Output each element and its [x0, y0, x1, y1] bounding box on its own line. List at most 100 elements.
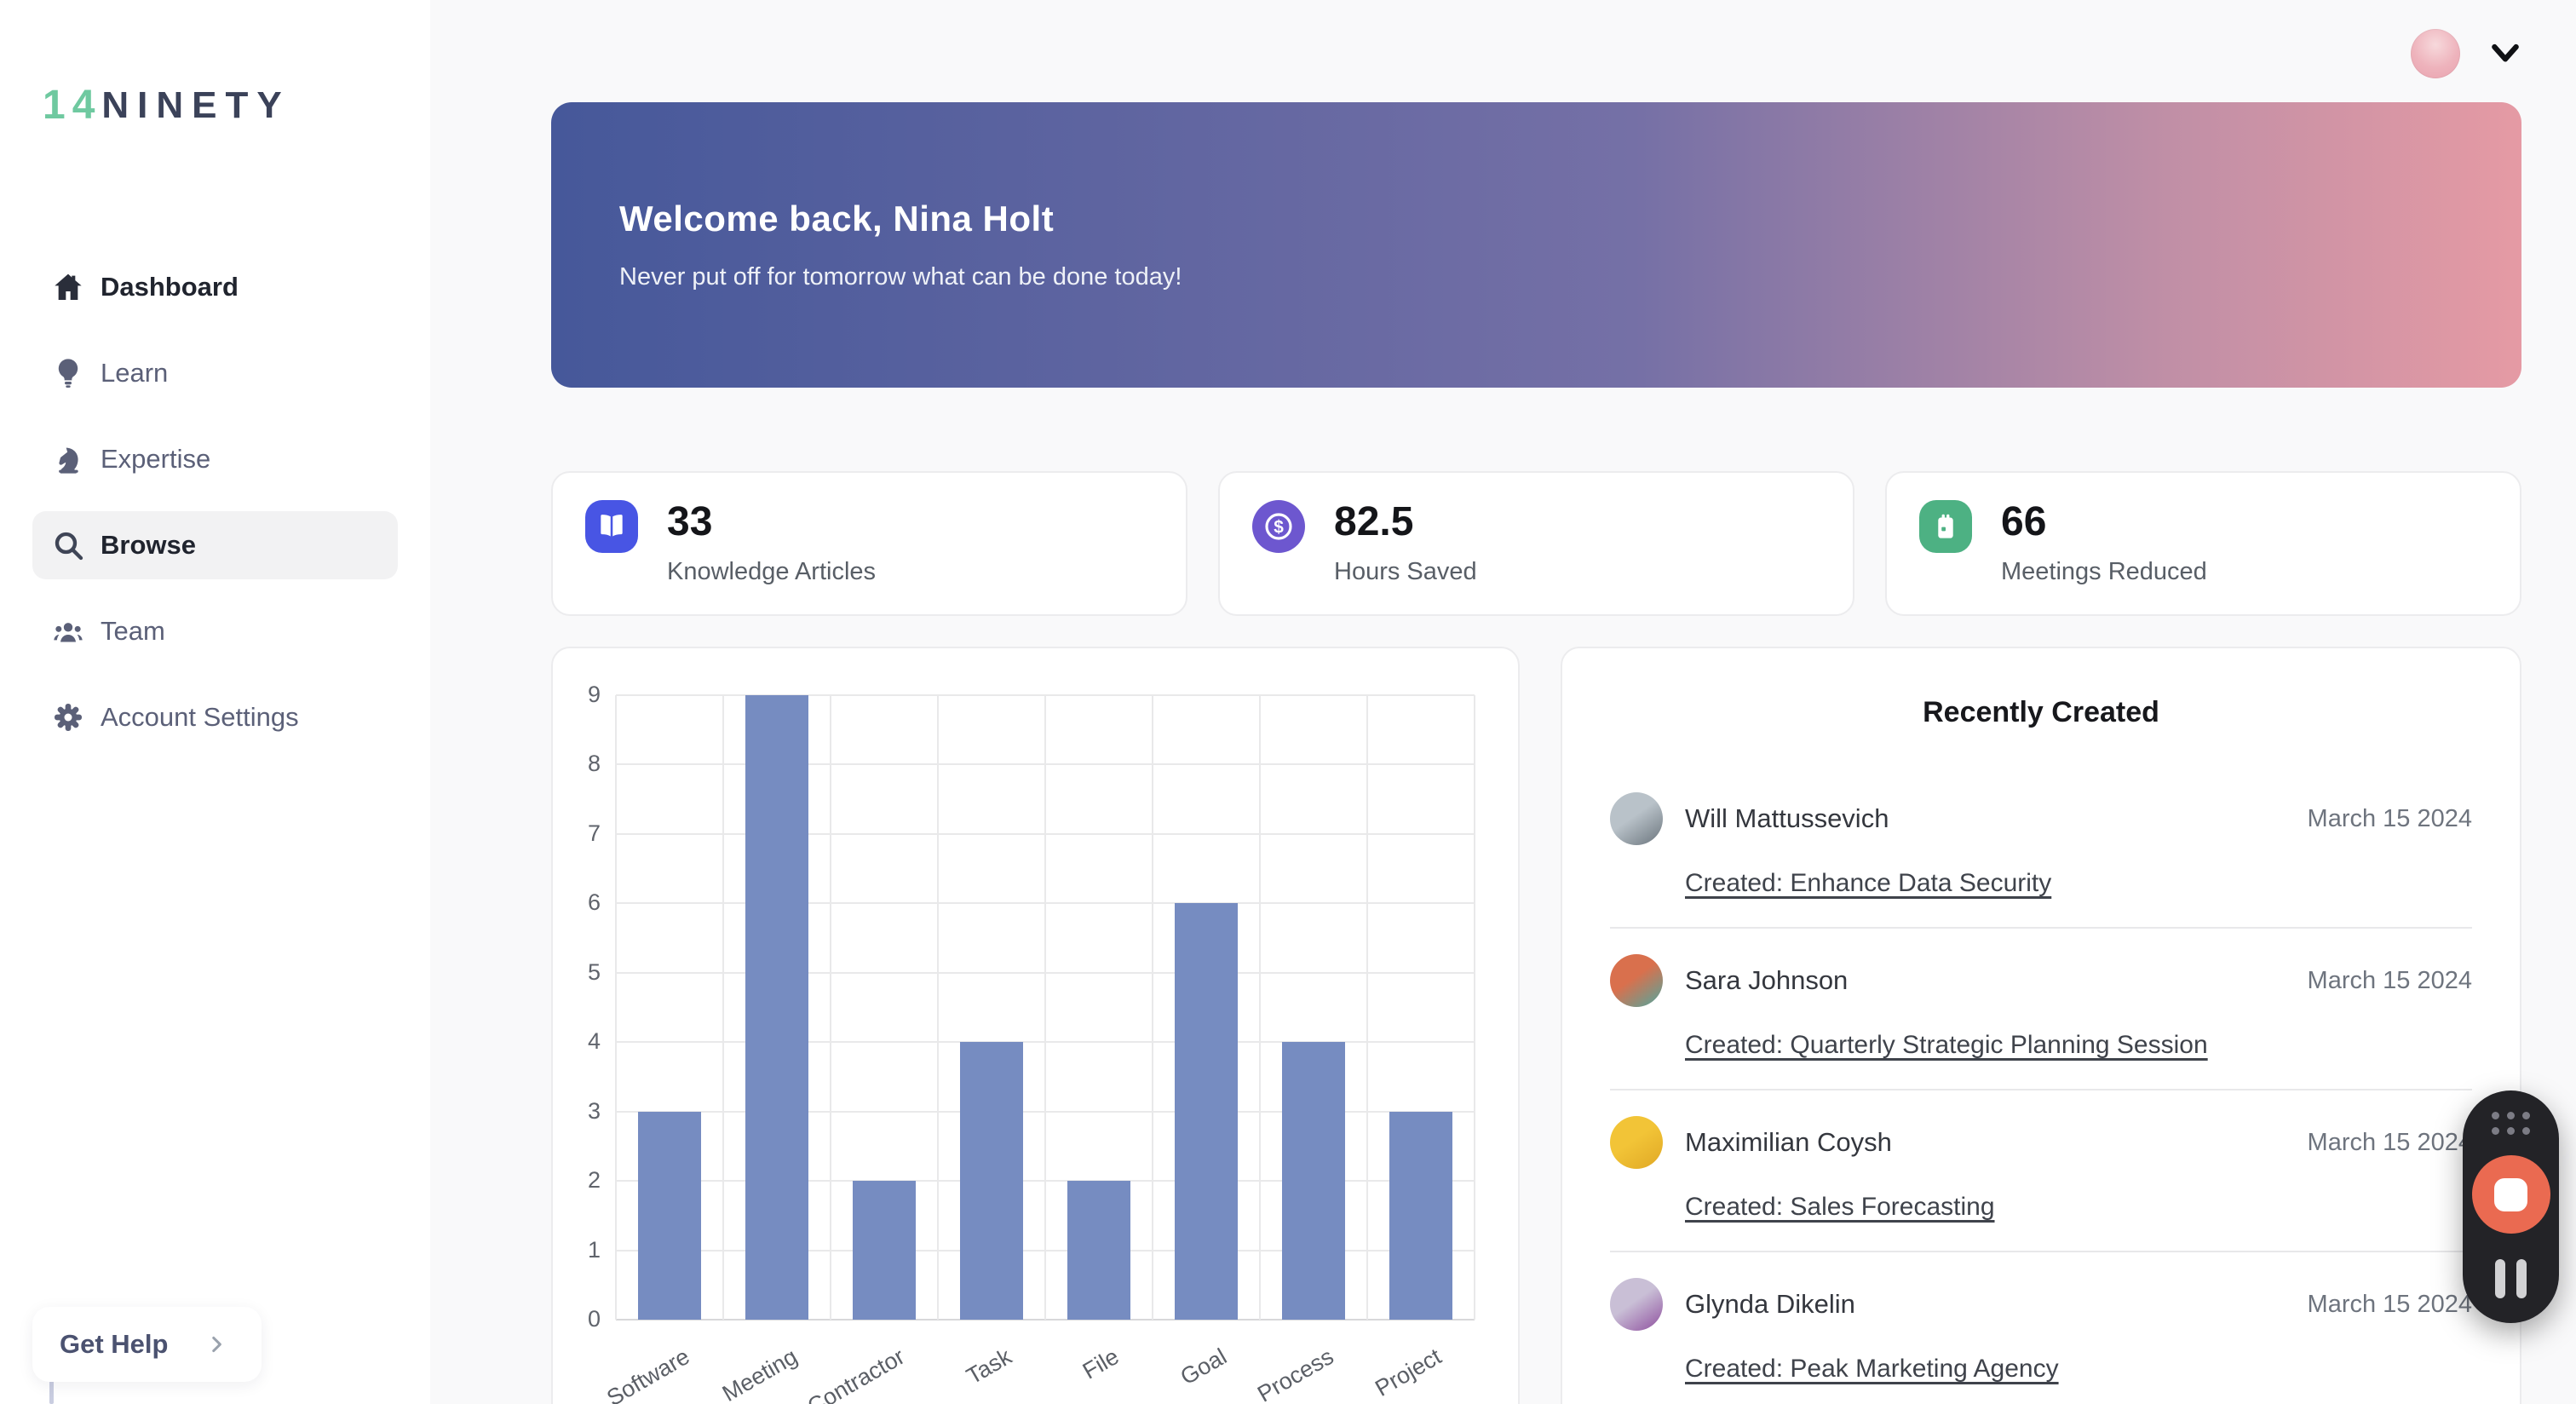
y-axis-tick-label: 3 [587, 1097, 601, 1124]
stat-label: Hours Saved [1334, 558, 1477, 585]
sidebar-item-label: Team [101, 616, 165, 646]
created-date: March 15 2024 [2307, 804, 2472, 832]
avatar [1610, 954, 1663, 1007]
sidebar: 14 NINETY Dashboard Learn Expertise [0, 0, 430, 1404]
bar-goal [1175, 903, 1238, 1320]
stat-card-knowledge-articles: 33 Knowledge Articles [551, 471, 1187, 616]
creator-name: Maximilian Coysh [1685, 1127, 1892, 1157]
sidebar-item-label: Account Settings [101, 702, 299, 732]
created-item-link[interactable]: Created: Sales Forecasting [1685, 1193, 1995, 1221]
user-avatar[interactable] [2411, 29, 2460, 78]
bar-contractor [853, 1181, 916, 1320]
recently-created-card: Recently Created Will Mattussevich March… [1561, 647, 2521, 1404]
bar-file [1067, 1181, 1130, 1320]
stat-card-hours-saved: $ 82.5 Hours Saved [1218, 471, 1854, 616]
sidebar-item-label: Learn [101, 358, 169, 388]
gridline [937, 695, 939, 1320]
x-axis-tick-label: Goal [1176, 1344, 1231, 1390]
team-icon [51, 614, 85, 648]
x-axis-tick-label: Contractor [802, 1344, 909, 1404]
x-axis-tick-label: File [1078, 1344, 1124, 1384]
created-item-link[interactable]: Created: Enhance Data Security [1685, 869, 2052, 897]
gridline [615, 695, 617, 1320]
lightbulb-icon [51, 356, 85, 390]
stat-label: Knowledge Articles [667, 558, 877, 585]
created-item-link[interactable]: Created: Peak Marketing Agency [1685, 1355, 2059, 1383]
sidebar-item-learn[interactable]: Learn [32, 339, 398, 407]
bar-software [638, 1112, 701, 1320]
gridline [722, 695, 724, 1320]
list-item: Maximilian Coysh March 15 2024 Created: … [1610, 1090, 2472, 1252]
avatar [1610, 1278, 1663, 1331]
sidebar-item-team[interactable]: Team [32, 597, 398, 665]
screen-recorder-widget [2463, 1090, 2559, 1323]
created-date: March 15 2024 [2307, 966, 2472, 994]
stat-value: 82.5 [1334, 499, 1414, 544]
stat-label: Meetings Reduced [2001, 558, 2207, 585]
gridline [1366, 695, 1368, 1320]
created-item-link[interactable]: Created: Quarterly Strategic Planning Se… [1685, 1031, 2208, 1059]
stop-icon [2494, 1177, 2527, 1211]
sidebar-item-label: Browse [101, 530, 196, 560]
avatar [1610, 1116, 1663, 1169]
sidebar-item-browse[interactable]: Browse [32, 511, 398, 579]
stat-value: 33 [667, 499, 713, 544]
y-axis-tick-label: 2 [587, 1167, 601, 1194]
get-help-button[interactable]: Get Help [32, 1307, 262, 1382]
welcome-title: Welcome back, Nina Holt [619, 199, 1055, 239]
gridline [1259, 695, 1261, 1320]
recently-created-title: Recently Created [1923, 696, 2159, 728]
avatar [1610, 792, 1663, 845]
brand-part2: NINETY [101, 83, 290, 126]
calendar-icon [1919, 500, 1972, 553]
pause-recording-button[interactable] [2495, 1259, 2527, 1298]
y-axis-tick-label: 5 [587, 958, 601, 985]
drag-handle-icon[interactable] [2492, 1112, 2530, 1135]
svg-text:$: $ [1274, 517, 1284, 537]
sidebar-nav: Dashboard Learn Expertise Browse Team [32, 253, 398, 751]
x-axis-tick-label: Task [962, 1344, 1016, 1390]
y-axis-tick-label: 8 [587, 751, 601, 777]
knight-icon [51, 442, 85, 476]
bar-task [960, 1042, 1023, 1320]
x-axis-tick-label: Project [1371, 1344, 1446, 1402]
sidebar-item-account-settings[interactable]: Account Settings [32, 683, 398, 751]
gear-icon [51, 700, 85, 734]
sidebar-item-label: Dashboard [101, 272, 239, 302]
gridline [1474, 695, 1475, 1320]
x-axis-tick-label: Software [602, 1344, 694, 1404]
gridline [616, 1319, 1475, 1321]
content-row: 0 1 2 3 4 5 6 7 8 9 Software Meeting Contractor Task F… [551, 647, 2521, 1404]
y-axis-tick-label: 7 [587, 820, 601, 846]
creator-name: Glynda Dikelin [1685, 1289, 1855, 1319]
dollar-icon: $ [1252, 500, 1305, 553]
gridline [1152, 695, 1153, 1320]
y-axis-tick-label: 9 [587, 682, 601, 707]
creator-name: Sara Johnson [1685, 965, 1849, 995]
stop-recording-button[interactable] [2471, 1155, 2550, 1234]
x-axis-tick-label: Meeting [717, 1344, 802, 1404]
created-date: March 15 2024 [2307, 1128, 2472, 1156]
recently-created-list: Will Mattussevich March 15 2024 Created:… [1610, 767, 2472, 1404]
stat-card-meetings-reduced: 66 Meetings Reduced [1885, 471, 2521, 616]
gridline [1044, 695, 1046, 1320]
welcome-subtitle: Never put off for tomorrow what can be d… [619, 263, 1182, 291]
y-axis-tick-label: 1 [587, 1236, 601, 1263]
list-item: Glynda Dikelin March 15 2024 Created: Pe… [1610, 1252, 2472, 1404]
search-icon [51, 528, 85, 562]
bar-meeting [745, 695, 808, 1320]
chevron-right-icon [205, 1333, 227, 1355]
y-axis-tick-label: 0 [587, 1306, 601, 1332]
main-content: Welcome back, Nina Holt Never put off fo… [430, 0, 2576, 1404]
welcome-banner: Welcome back, Nina Holt Never put off fo… [551, 102, 2521, 388]
sidebar-item-dashboard[interactable]: Dashboard [32, 253, 398, 321]
bar-process [1282, 1042, 1345, 1320]
topbar [551, 0, 2521, 102]
list-item: Sara Johnson March 15 2024 Created: Quar… [1610, 929, 2472, 1090]
bar-project [1389, 1112, 1452, 1320]
y-axis-tick-label: 6 [587, 889, 601, 916]
chevron-down-icon[interactable] [2489, 41, 2521, 66]
sidebar-item-expertise[interactable]: Expertise [32, 425, 398, 493]
sidebar-item-label: Expertise [101, 444, 211, 474]
get-help-label: Get Help [60, 1329, 169, 1359]
